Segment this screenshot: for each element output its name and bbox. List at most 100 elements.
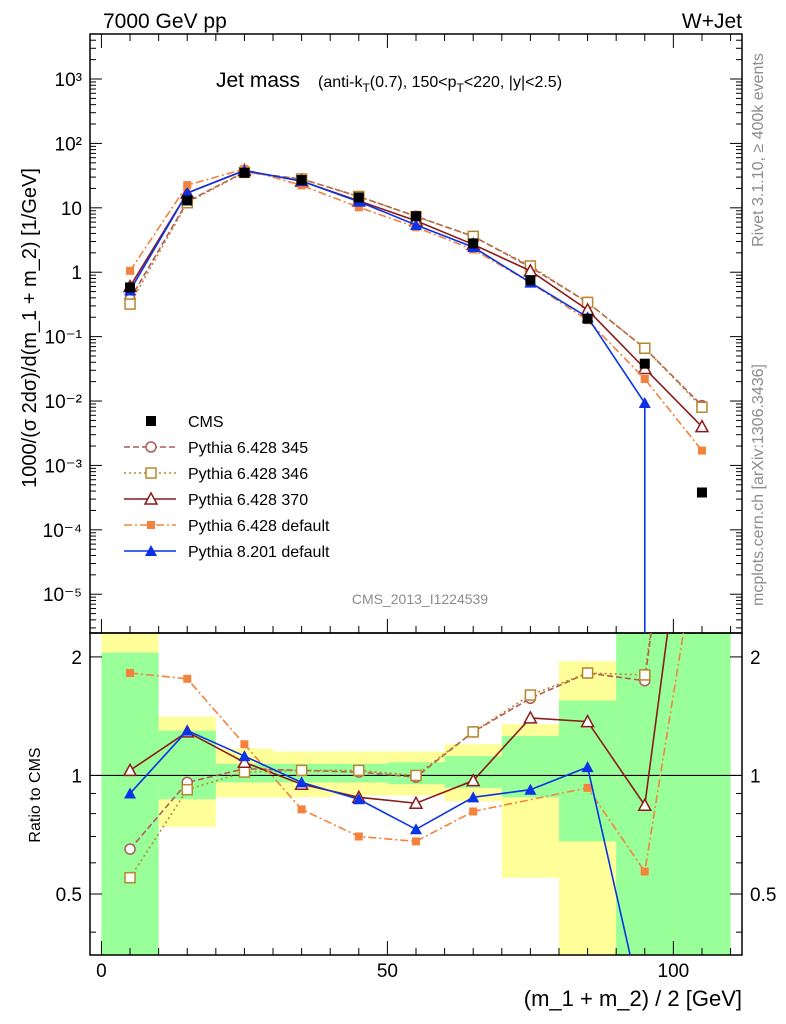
main-y-tick-label: 1 bbox=[71, 263, 82, 284]
ratio-panel-series bbox=[122, 633, 685, 955]
ratio-pythia-6-428-346 bbox=[124, 633, 652, 884]
series-cms bbox=[125, 167, 707, 498]
ratio-pythia-6-428-370-point bbox=[465, 773, 481, 787]
legend-label: Pythia 6.428 345 bbox=[188, 440, 308, 457]
series-cms-point bbox=[639, 358, 650, 369]
series-pythia-8-201-default-point bbox=[638, 397, 651, 409]
series-pythia-6-428-346 bbox=[124, 166, 708, 414]
ratio-pythia-6-428-default-line bbox=[129, 633, 685, 874]
legend: CMS Pythia 6.428 345 Pythia 6.428 346 Pythi… bbox=[124, 414, 330, 561]
legend-item: Pythia 6.428 346 bbox=[124, 466, 308, 483]
ratio-pythia-6-428-370-point bbox=[637, 797, 653, 812]
ratio-pythia-6-428-346-point bbox=[581, 667, 594, 679]
ratio-pythia-8-201-default-point bbox=[352, 793, 365, 805]
ratio-pythia-6-428-370-point bbox=[408, 795, 424, 809]
ratio-pythia-6-428-default-point bbox=[469, 807, 478, 816]
legend-marker bbox=[147, 521, 155, 529]
legend-label: Pythia 8.201 default bbox=[188, 544, 330, 561]
ratio-pythia-8-201-default-point bbox=[410, 823, 422, 835]
ratio-pythia-6-428-346-point bbox=[124, 871, 136, 884]
ratio-pythia-8-201-default-point bbox=[124, 787, 137, 799]
ratio-pythia-6-428-345-point bbox=[124, 843, 136, 855]
ratio-pythia-6-428-370-point bbox=[523, 710, 538, 724]
legend-marker bbox=[145, 467, 157, 479]
ratio-pythia-6-428-370-point bbox=[122, 762, 138, 777]
series-pythia-6-428-346-point bbox=[639, 342, 651, 354]
axis-ticks: 10⁻⁵ 10⁻⁴ 10⁻³ 10⁻² 10⁻¹ 1 10 10² 10³ 0 50 100 0.5 0.… bbox=[43, 33, 776, 982]
series-pythia-6-428-default-point bbox=[697, 446, 706, 455]
ratio-pythia-6-428-default-point bbox=[640, 867, 649, 876]
main-y-tick-label: 10⁻⁵ bbox=[43, 585, 82, 606]
legend-item: Pythia 8.201 default bbox=[124, 544, 330, 561]
ratio-pythia-8-201-default-point bbox=[581, 761, 594, 773]
ratio-pythia-8-201-default-point bbox=[295, 776, 308, 788]
series-cms-point bbox=[696, 487, 707, 498]
ratio-y-tick-label-right: 2 bbox=[750, 648, 761, 669]
ratio-pythia-8-201-default bbox=[124, 724, 631, 955]
legend-item: Pythia 6.428 345 bbox=[124, 440, 308, 457]
ratio-pythia-6-428-346-point bbox=[639, 669, 651, 681]
series-cms-point bbox=[525, 275, 536, 286]
main-y-axis-title: 1000/(σ 2dσ)/d(m_1 + m_2) [1/GeV] bbox=[19, 168, 41, 488]
legend-label: Pythia 6.428 370 bbox=[188, 492, 308, 509]
ratio-y-axis-title: Ratio to CMS bbox=[27, 747, 44, 842]
series-pythia-8-201-default-point bbox=[181, 186, 194, 198]
legend-item: Pythia 6.428 default bbox=[124, 518, 330, 535]
ratio-pythia-8-201-default-line bbox=[129, 729, 631, 955]
ratio-pythia-6-428-346-point bbox=[181, 783, 193, 796]
analysis-id: CMS_2013_I1224539 bbox=[352, 591, 488, 607]
ratio-pythia-6-428-346-point bbox=[467, 726, 479, 738]
series-pythia-6-428-default-point bbox=[354, 203, 363, 212]
main-y-tick-label: 10 bbox=[61, 199, 82, 220]
series-pythia-8-201-default bbox=[124, 164, 651, 633]
series-pythia-6-428-default-point bbox=[183, 181, 192, 190]
ratio-y-tick-label: 0.5 bbox=[56, 885, 82, 906]
ratio-pythia-6-428-default-point bbox=[183, 674, 192, 683]
series-cms-point bbox=[239, 167, 250, 178]
ratio-pythia-6-428-default-point bbox=[240, 740, 249, 749]
title-sub: (anti-kT(0.7), 150<pT<220, |y|<2.5) bbox=[318, 74, 562, 95]
legend-item: CMS bbox=[146, 414, 224, 431]
series-pythia-6-428-default-point bbox=[640, 374, 649, 383]
ratio-pythia-8-201-default-point bbox=[238, 750, 251, 762]
series-pythia-6-428-345 bbox=[124, 166, 708, 412]
legend-label: Pythia 6.428 default bbox=[188, 518, 330, 535]
ratio-pythia-8-201-default-point bbox=[467, 791, 480, 803]
legend-marker bbox=[145, 441, 157, 453]
ratio-y-tick-label-right: 1 bbox=[750, 766, 761, 787]
ratio-pythia-6-428-default bbox=[126, 633, 685, 876]
series-pythia-6-428-default bbox=[126, 165, 706, 455]
x-axis-title: (m_1 + m_2) / 2 [GeV] bbox=[524, 986, 742, 1011]
x-tick-label: 50 bbox=[377, 961, 398, 982]
legend-marker bbox=[146, 416, 156, 426]
energy-label: 7000 GeV pp bbox=[103, 10, 227, 33]
green-band-bin bbox=[673, 633, 731, 955]
mcplots-reference-label: mcplots.cern.ch [arXiv:1306.3436] bbox=[750, 364, 767, 606]
ratio-pythia-6-428-default-point bbox=[297, 805, 306, 814]
ratio-pythia-6-428-default-point bbox=[126, 669, 135, 678]
series-cms-point bbox=[582, 313, 593, 324]
ratio-pythia-6-428-346-point bbox=[410, 769, 422, 782]
main-y-tick-label: 10⁻³ bbox=[45, 456, 83, 477]
series-cms-point bbox=[125, 282, 136, 293]
main-y-tick-label: 10² bbox=[55, 134, 82, 155]
series-pythia-6-428-346-point bbox=[124, 298, 136, 310]
ratio-y-tick-label-right: 0.5 bbox=[750, 885, 776, 906]
green-band-bin bbox=[101, 652, 159, 955]
series-cms-point bbox=[468, 238, 479, 249]
series-cms-point bbox=[296, 175, 307, 186]
ratio-pythia-6-428-346-point bbox=[295, 764, 308, 777]
ratio-pythia-6-428-default-point bbox=[412, 837, 420, 846]
main-y-tick-label: 10³ bbox=[55, 70, 82, 91]
main-series-clipped bbox=[122, 162, 710, 633]
series-pythia-6-428-370 bbox=[122, 162, 710, 433]
main-panel-series bbox=[122, 162, 710, 633]
ratio-pythia-6-428-346-point bbox=[524, 689, 537, 701]
ratio-y-tick-label: 2 bbox=[71, 648, 82, 669]
series-cms-point bbox=[182, 195, 193, 206]
ratio-pythia-6-428-346-point bbox=[238, 766, 251, 778]
process-label: W+Jet bbox=[682, 10, 742, 33]
title-main: Jet mass bbox=[216, 69, 300, 92]
ratio-pythia-6-428-370-point bbox=[237, 754, 252, 769]
